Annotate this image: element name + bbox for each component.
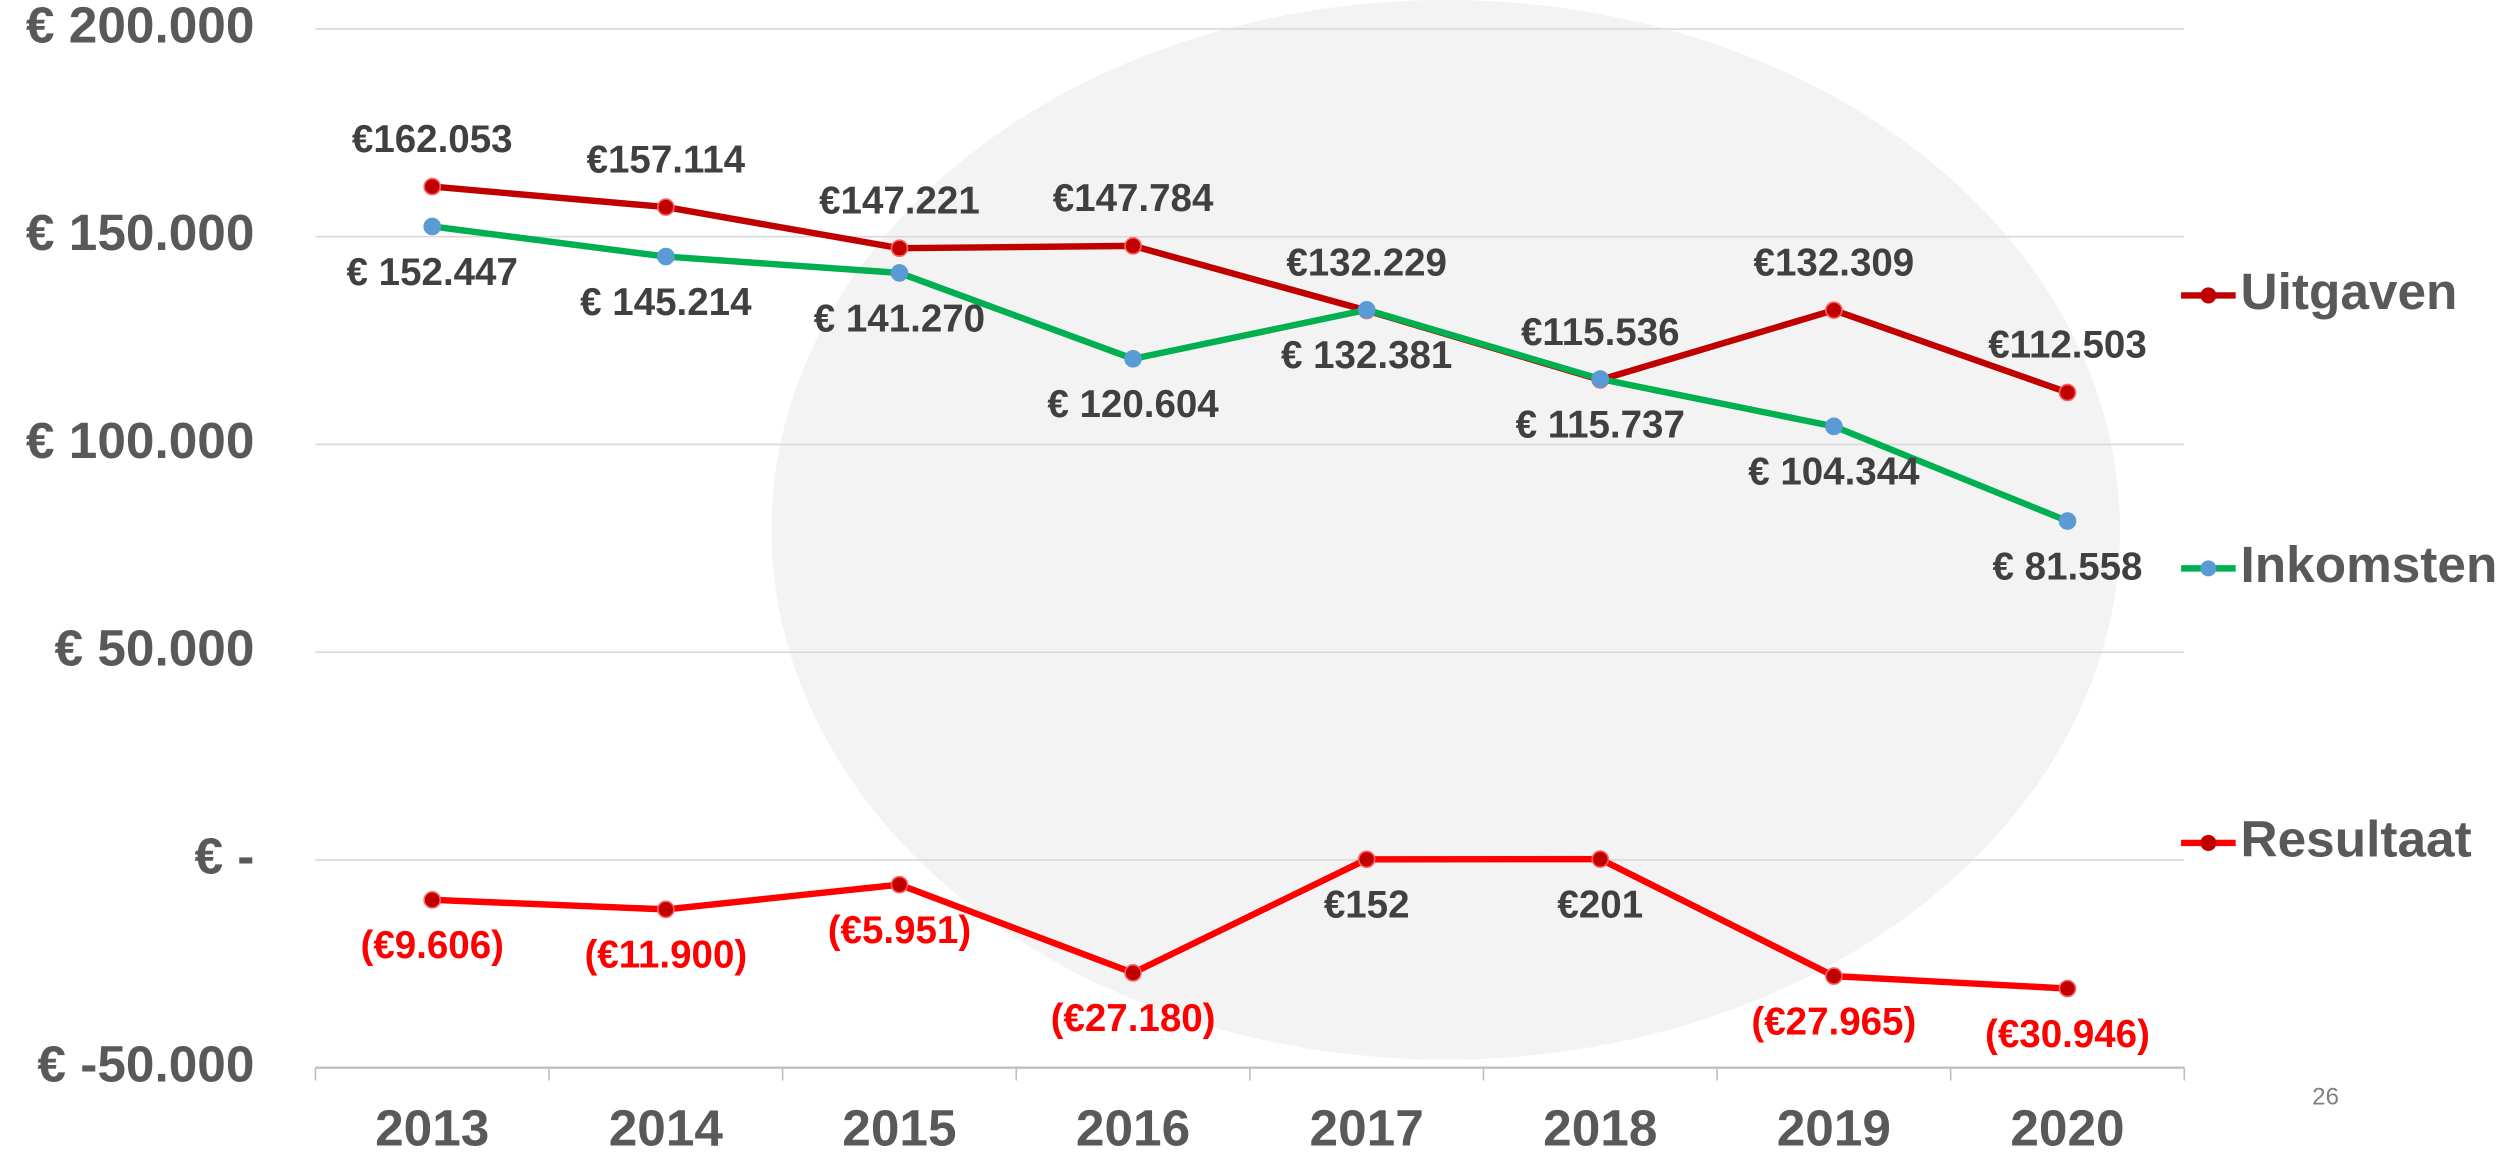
marker [891, 240, 907, 256]
x-tick-label: 2017 [1310, 1098, 1424, 1156]
marker [1359, 851, 1375, 867]
marker [1826, 968, 1842, 984]
x-tick-label: 2018 [1543, 1098, 1657, 1156]
marker [2059, 513, 2075, 529]
marker [1592, 371, 1608, 387]
y-tick-label: € 50.000 [55, 619, 255, 677]
y-tick-label: € -50.000 [37, 1034, 254, 1092]
marker [1826, 418, 1842, 434]
x-tick-label: 2020 [2010, 1098, 2124, 1156]
value-label: € 141.270 [814, 297, 985, 340]
value-label: €112.503 [1988, 324, 2147, 367]
value-label: (€9.606) [361, 924, 504, 967]
marker [424, 218, 440, 234]
value-label: €157.114 [587, 138, 746, 181]
watermark [771, 0, 2120, 1060]
marker [658, 249, 674, 265]
x-tick-label: 2019 [1777, 1098, 1891, 1156]
value-label: (€27.180) [1051, 997, 1216, 1040]
legend-marker [2200, 835, 2216, 851]
marker [1125, 351, 1141, 367]
marker [1125, 238, 1141, 254]
value-label: (€11.900) [584, 934, 747, 977]
y-tick-label: € 150.000 [26, 203, 254, 261]
marker [424, 892, 440, 908]
value-label: € 120.604 [1047, 383, 1219, 426]
value-label: €152 [1324, 884, 1410, 927]
value-label: €132.309 [1754, 241, 1915, 284]
marker [424, 179, 440, 195]
value-label: € 104.344 [1748, 451, 1920, 494]
marker [891, 265, 907, 281]
legend-label: Uitgaven [2240, 262, 2457, 320]
value-label: (€27.965) [1751, 1000, 1916, 1043]
value-label: € 145.214 [580, 281, 752, 324]
value-label: €147.221 [819, 179, 980, 222]
chart: 26 € -50.000 € - € 50.000 € 100.000 € 150.00… [0, 0, 2519, 1156]
y-tick-label: € - [194, 826, 254, 884]
legend-label: Inkomsten [2240, 535, 2497, 593]
page: 26 € -50.000 € - € 50.000 € 100.000 € 150.00… [0, 0, 2519, 1161]
value-label: (€5.951) [828, 909, 971, 952]
marker [658, 901, 674, 917]
marker [2059, 980, 2075, 996]
value-label: €115.536 [1521, 311, 1680, 354]
x-tick-label: 2015 [842, 1098, 956, 1156]
marker [1826, 302, 1842, 318]
legend-label: Resultaat [2240, 809, 2471, 867]
marker [1125, 965, 1141, 981]
value-label: (€30.946) [1985, 1013, 2150, 1056]
x-tick-label: 2016 [1076, 1098, 1190, 1156]
marker [2059, 384, 2075, 400]
marker [1592, 851, 1608, 867]
value-label: €147.784 [1053, 177, 1214, 220]
marker [891, 877, 907, 893]
value-label: €162.053 [352, 118, 513, 161]
value-label: €201 [1557, 883, 1643, 926]
x-tick-label: 2014 [609, 1098, 724, 1156]
marker [1359, 302, 1375, 318]
marker [658, 199, 674, 215]
x-tick-label: 2013 [375, 1098, 489, 1156]
legend-marker [2200, 560, 2216, 576]
value-label: € 81.558 [1993, 545, 2143, 588]
y-tick-label: € 200.000 [26, 0, 254, 53]
value-label: € 115.737 [1516, 403, 1685, 446]
value-label: €132.229 [1286, 242, 1447, 285]
value-label: € 152.447 [347, 251, 518, 294]
y-tick-label: € 100.000 [26, 411, 254, 469]
slide-number: 26 [2312, 1084, 2339, 1111]
value-label: € 132.381 [1281, 334, 1452, 377]
legend-marker [2200, 287, 2216, 303]
